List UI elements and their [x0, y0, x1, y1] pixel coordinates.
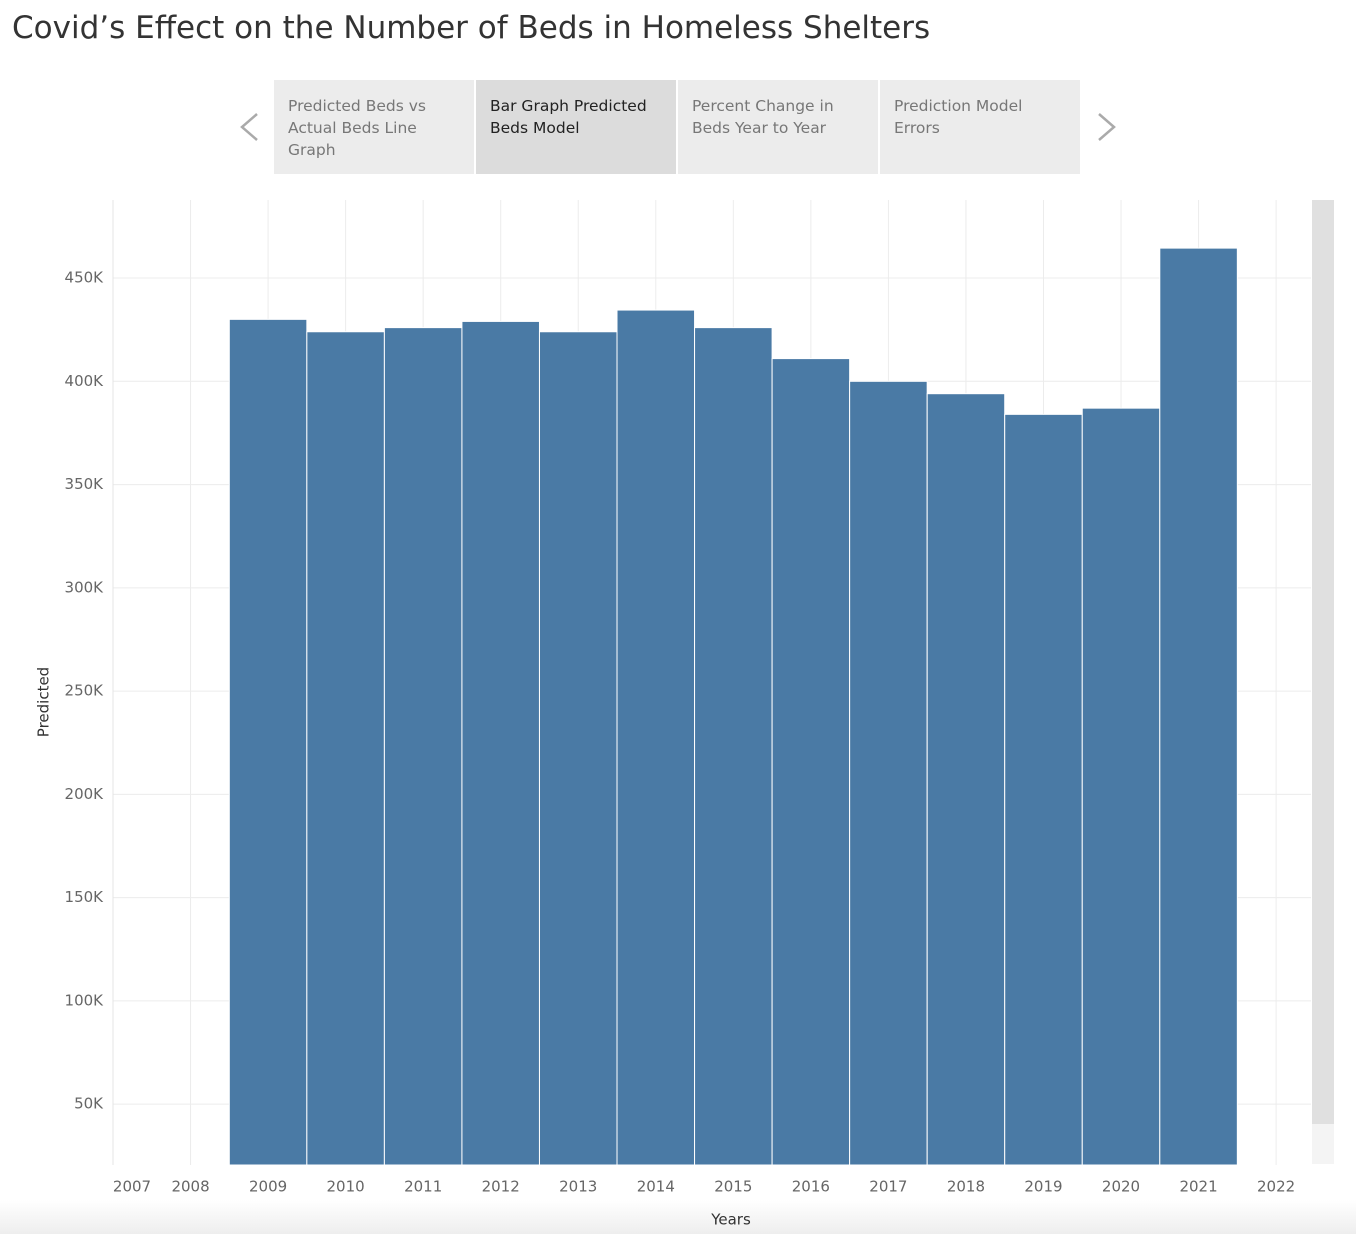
y-tick-label: 200K	[65, 785, 105, 803]
x-tick-label: 2008	[171, 1178, 209, 1196]
y-axis-label: Predicted	[35, 667, 53, 737]
x-tick-label: 2021	[1179, 1178, 1217, 1196]
bar	[694, 327, 773, 1166]
tab[interactable]: Percent Change in Beds Year to Year	[678, 80, 878, 174]
bar	[228, 318, 308, 1166]
x-tick-label: 2014	[637, 1178, 675, 1196]
dashboard-title: Covid’s Effect on the Number of Beds in …	[12, 10, 931, 46]
footer	[0, 1200, 1356, 1234]
tab[interactable]: Prediction Model Errors	[880, 80, 1080, 174]
bar	[616, 309, 696, 1166]
bar	[538, 331, 618, 1166]
y-tick-label: 450K	[65, 269, 105, 287]
prev-arrow[interactable]	[240, 113, 258, 141]
y-tick-label: 250K	[65, 682, 105, 700]
y-tick-label: 300K	[65, 578, 105, 596]
x-tick-label: 2022	[1257, 1178, 1295, 1196]
x-tick-label: 2016	[792, 1178, 830, 1196]
x-tick-label: 2012	[482, 1178, 520, 1196]
x-axis-label: Years	[710, 1211, 751, 1229]
bar	[461, 320, 540, 1166]
bar	[306, 331, 385, 1166]
x-tick-label: 2019	[1024, 1178, 1062, 1196]
x-tick-label: 2011	[404, 1178, 442, 1196]
x-tick-label: 2013	[559, 1178, 597, 1196]
x-tick-label: 2020	[1102, 1178, 1140, 1196]
bar	[926, 393, 1006, 1166]
tab[interactable]: Predicted Beds vs Actual Beds Line Graph	[274, 80, 474, 174]
x-tick-label: 2007	[113, 1178, 151, 1196]
bar	[1159, 247, 1238, 1166]
x-tick-label: 2018	[947, 1178, 985, 1196]
y-tick-label: 350K	[65, 475, 105, 493]
x-tick-label: 2009	[249, 1178, 287, 1196]
y-tick-label: 400K	[65, 372, 105, 390]
bar	[849, 380, 928, 1166]
tab[interactable]: Bar Graph Predicted Beds Model	[476, 80, 676, 174]
x-tick-label: 2010	[327, 1178, 365, 1196]
bar	[1004, 413, 1083, 1166]
bar	[771, 358, 851, 1166]
y-tick-label: 150K	[65, 888, 105, 906]
next-arrow[interactable]	[1098, 113, 1116, 141]
y-tick-label: 100K	[65, 991, 105, 1009]
scrollbar-track[interactable]	[1312, 1124, 1334, 1164]
x-tick-label: 2017	[869, 1178, 907, 1196]
scrollbar-thumb[interactable]	[1312, 200, 1334, 1124]
y-tick-label: 50K	[74, 1095, 104, 1113]
bar	[383, 327, 463, 1166]
bar	[1081, 407, 1161, 1166]
x-tick-label: 2015	[714, 1178, 752, 1196]
